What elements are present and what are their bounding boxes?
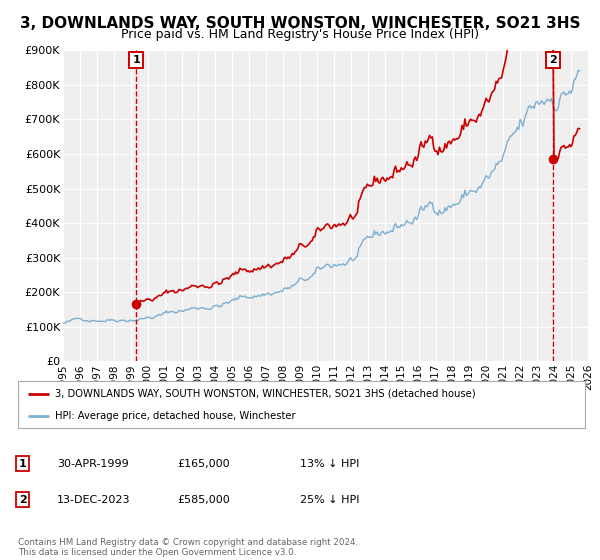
Text: 25% ↓ HPI: 25% ↓ HPI: [300, 494, 359, 505]
Text: 2: 2: [19, 494, 26, 505]
Text: 13-DEC-2023: 13-DEC-2023: [57, 494, 131, 505]
Text: Contains HM Land Registry data © Crown copyright and database right 2024.
This d: Contains HM Land Registry data © Crown c…: [18, 538, 358, 557]
Text: 2: 2: [550, 55, 557, 65]
Text: Price paid vs. HM Land Registry's House Price Index (HPI): Price paid vs. HM Land Registry's House …: [121, 28, 479, 41]
Text: 1: 1: [19, 459, 26, 469]
Text: 3, DOWNLANDS WAY, SOUTH WONSTON, WINCHESTER, SO21 3HS: 3, DOWNLANDS WAY, SOUTH WONSTON, WINCHES…: [20, 16, 580, 31]
Text: £585,000: £585,000: [177, 494, 230, 505]
Text: HPI: Average price, detached house, Winchester: HPI: Average price, detached house, Winc…: [55, 410, 295, 421]
Text: 3, DOWNLANDS WAY, SOUTH WONSTON, WINCHESTER, SO21 3HS (detached house): 3, DOWNLANDS WAY, SOUTH WONSTON, WINCHES…: [55, 389, 475, 399]
Text: 13% ↓ HPI: 13% ↓ HPI: [300, 459, 359, 469]
Text: 30-APR-1999: 30-APR-1999: [57, 459, 129, 469]
Text: £165,000: £165,000: [177, 459, 230, 469]
Text: 1: 1: [133, 55, 140, 65]
